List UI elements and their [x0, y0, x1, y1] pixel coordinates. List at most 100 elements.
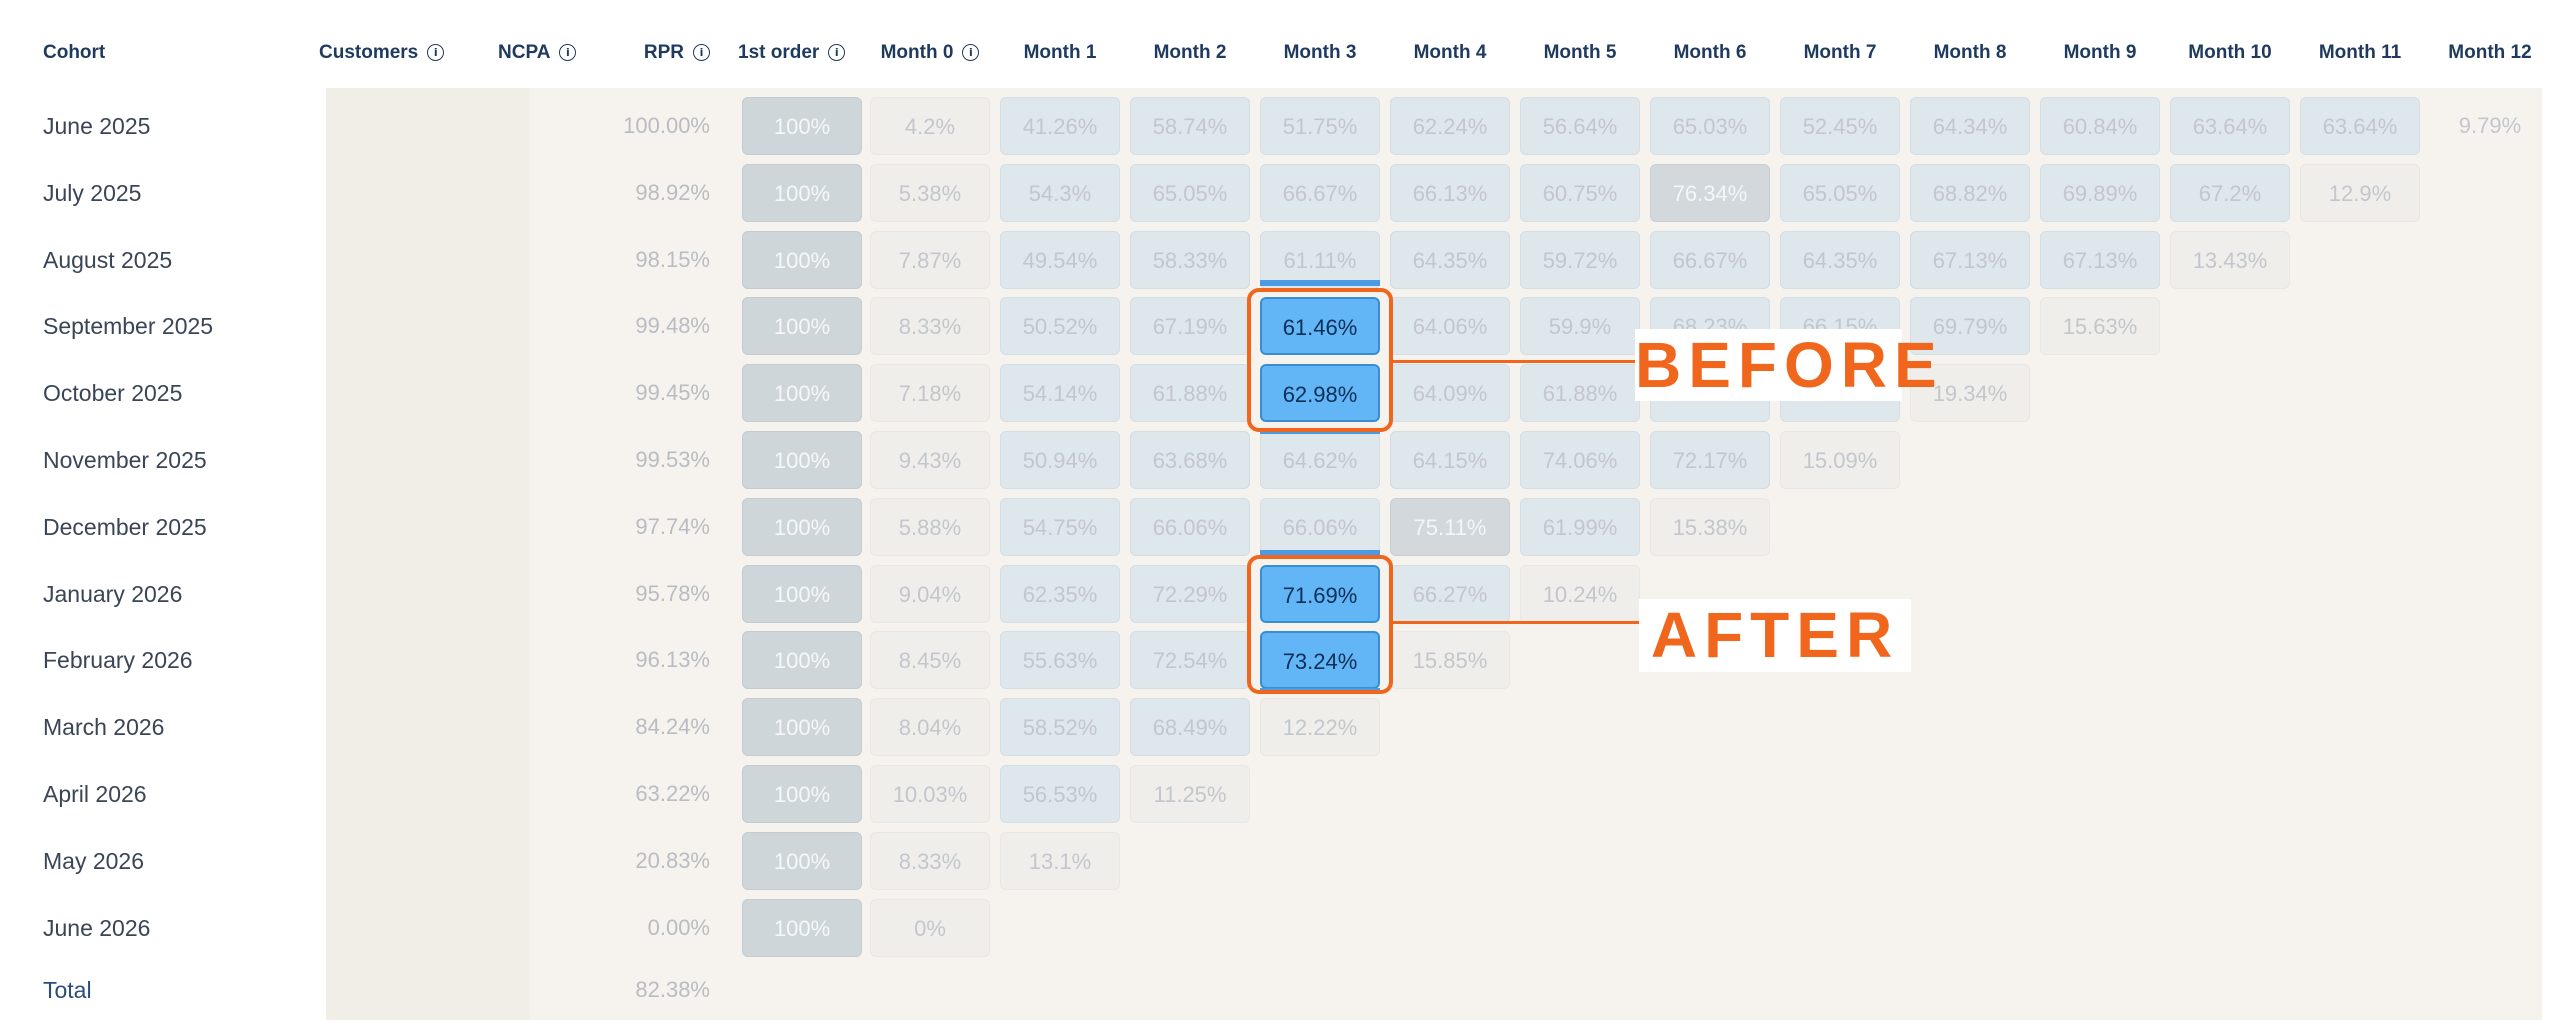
retention-cell[interactable]: 64.35% [1780, 230, 1900, 289]
first-order-cell[interactable]: 100% [742, 230, 862, 289]
retention-cell[interactable]: 15.63% [2040, 297, 2160, 356]
column-header-ncpa[interactable]: NCPA i [498, 38, 577, 68]
cohort-row-label[interactable]: October 2025 [43, 380, 183, 407]
retention-cell[interactable]: 75.11% [1390, 497, 1510, 556]
info-icon[interactable]: i [427, 44, 445, 61]
retention-cell[interactable]: 64.34% [1910, 97, 2030, 155]
info-icon[interactable]: i [559, 44, 577, 61]
retention-cell[interactable]: 67.13% [1910, 230, 2030, 289]
cohort-row-label[interactable]: June 2026 [43, 914, 151, 941]
column-header-month-1[interactable]: Month 1 [990, 38, 1130, 68]
retention-cell[interactable]: 67.2% [2170, 163, 2290, 222]
retention-cell[interactable]: 41.26% [1000, 97, 1120, 155]
retention-cell[interactable]: 66.67% [1650, 230, 1770, 289]
retention-cell[interactable]: 74.06% [1520, 431, 1640, 489]
retention-cell[interactable]: 65.05% [1780, 163, 1900, 222]
retention-cell[interactable]: 52.45% [1780, 97, 1900, 155]
retention-cell[interactable]: 68.49% [1130, 698, 1250, 757]
retention-cell[interactable]: 8.04% [870, 698, 990, 757]
retention-cell[interactable]: 62.35% [1000, 564, 1120, 623]
retention-cell[interactable]: 7.18% [870, 364, 990, 423]
cohort-row-label[interactable]: September 2025 [43, 313, 214, 340]
cohort-row-label[interactable]: February 2026 [43, 647, 193, 674]
retention-cell[interactable]: 61.11% [1260, 230, 1380, 289]
first-order-cell[interactable]: 100% [742, 163, 862, 222]
retention-cell[interactable]: 66.06% [1130, 497, 1250, 556]
retention-cell[interactable]: 50.94% [1000, 431, 1120, 489]
retention-cell[interactable]: 66.27% [1390, 564, 1510, 623]
retention-cell[interactable]: 19.34% [1910, 364, 2030, 423]
cohort-row-label[interactable]: August 2025 [43, 246, 173, 273]
column-header-month-8[interactable]: Month 8 [1900, 38, 2040, 68]
retention-cell[interactable]: 12.22% [1260, 698, 1380, 757]
retention-cell[interactable]: 60.84% [2040, 97, 2160, 155]
column-header-month-4[interactable]: Month 4 [1380, 38, 1520, 68]
retention-cell[interactable]: 63.64% [2300, 97, 2420, 155]
retention-cell[interactable]: 5.88% [870, 497, 990, 556]
retention-cell[interactable]: 49.54% [1000, 230, 1120, 289]
first-order-cell[interactable]: 100% [742, 297, 862, 356]
first-order-cell[interactable]: 100% [742, 97, 862, 155]
cohort-row-label[interactable]: January 2026 [43, 580, 183, 607]
retention-cell[interactable]: 0% [870, 898, 990, 957]
first-order-cell[interactable]: 100% [742, 631, 862, 690]
retention-cell[interactable]: 64.62% [1260, 431, 1380, 489]
retention-cell[interactable]: 9.79% [2458, 113, 2522, 138]
first-order-cell[interactable]: 100% [742, 364, 862, 423]
first-order-cell[interactable]: 100% [742, 431, 862, 489]
retention-cell[interactable]: 13.43% [2170, 230, 2290, 289]
retention-cell[interactable]: 61.99% [1520, 497, 1640, 556]
retention-cell[interactable]: 54.3% [1000, 163, 1120, 222]
column-header-month-11[interactable]: Month 11 [2290, 38, 2430, 68]
retention-cell[interactable]: 72.17% [1650, 431, 1770, 489]
retention-cell[interactable]: 64.35% [1390, 230, 1510, 289]
retention-cell[interactable]: 72.54% [1130, 631, 1250, 690]
retention-cell[interactable]: 66.06% [1260, 497, 1380, 556]
column-header-month-3[interactable]: Month 3 [1250, 38, 1390, 68]
retention-cell[interactable]: 76.34% [1650, 163, 1770, 222]
retention-cell[interactable]: 58.52% [1000, 698, 1120, 757]
retention-cell[interactable]: 58.33% [1130, 230, 1250, 289]
retention-cell[interactable]: 7.87% [870, 230, 990, 289]
column-header-month-0[interactable]: Month 0 i [860, 38, 1000, 68]
retention-cell[interactable]: 11.25% [1130, 765, 1250, 823]
retention-cell-highlighted[interactable]: 71.69% [1260, 564, 1380, 623]
retention-cell[interactable]: 8.45% [870, 631, 990, 690]
retention-cell[interactable]: 65.05% [1130, 163, 1250, 222]
cohort-row-label[interactable]: December 2025 [43, 513, 207, 540]
retention-cell[interactable]: 60.75% [1520, 163, 1640, 222]
column-header-month-10[interactable]: Month 10 [2160, 38, 2300, 68]
column-header-rpr[interactable]: RPR i [560, 38, 710, 68]
retention-cell[interactable]: 65.03% [1650, 97, 1770, 155]
retention-cell[interactable]: 10.03% [870, 765, 990, 823]
retention-cell[interactable]: 64.09% [1390, 364, 1510, 423]
retention-cell[interactable]: 51.75% [1260, 97, 1380, 155]
retention-cell[interactable]: 66.67% [1260, 163, 1380, 222]
retention-cell[interactable]: 9.04% [870, 564, 990, 623]
retention-cell[interactable]: 5.38% [870, 163, 990, 222]
retention-cell[interactable]: 66.13% [1390, 163, 1510, 222]
retention-cell[interactable]: 13.1% [1000, 831, 1120, 890]
retention-cell[interactable]: 58.74% [1130, 97, 1250, 155]
info-icon[interactable]: i [962, 44, 980, 61]
retention-cell[interactable]: 56.53% [1000, 765, 1120, 823]
column-header-month-2[interactable]: Month 2 [1120, 38, 1260, 68]
cohort-row-label[interactable]: May 2026 [43, 847, 145, 874]
retention-cell[interactable]: 54.14% [1000, 364, 1120, 423]
retention-cell[interactable]: 59.72% [1520, 230, 1640, 289]
retention-cell[interactable]: 61.88% [1130, 364, 1250, 423]
first-order-cell[interactable]: 100% [742, 497, 862, 556]
cohort-row-label[interactable]: July 2025 [43, 179, 142, 206]
retention-cell[interactable]: 55.63% [1000, 631, 1120, 690]
retention-cell[interactable]: 54.75% [1000, 497, 1120, 556]
column-header-month-9[interactable]: Month 9 [2030, 38, 2170, 68]
retention-cell[interactable]: 12.9% [2300, 163, 2420, 222]
first-order-cell[interactable]: 100% [742, 698, 862, 757]
retention-cell[interactable]: 56.64% [1520, 97, 1640, 155]
retention-cell-highlighted[interactable]: 62.98% [1260, 364, 1380, 423]
info-icon[interactable]: i [828, 44, 846, 61]
cohort-row-label[interactable]: June 2025 [43, 113, 151, 139]
retention-cell[interactable]: 61.88% [1520, 364, 1640, 423]
column-header-month-5[interactable]: Month 5 [1510, 38, 1650, 68]
retention-cell[interactable]: 69.89% [2040, 163, 2160, 222]
